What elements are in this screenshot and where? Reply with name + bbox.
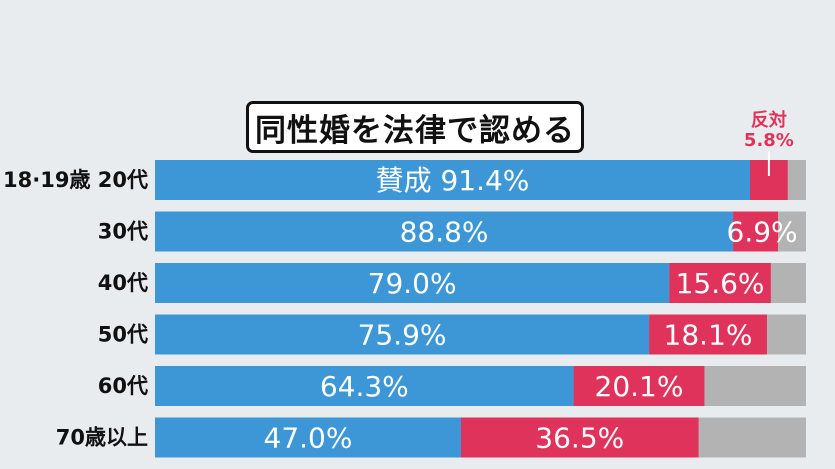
category-label: 60代 [98, 374, 148, 398]
oppose-value-label: 36.5% [535, 422, 624, 455]
category-label: 50代 [98, 323, 148, 347]
bar-support-segment [155, 160, 751, 200]
support-value-label: 88.8% [400, 216, 489, 249]
oppose-value-label: 6.9% [727, 216, 798, 249]
support-value-label: 75.9% [358, 319, 447, 352]
bar-oppose-segment [460, 417, 699, 458]
bar-support-segment [155, 211, 734, 252]
bar-support-segment [155, 417, 461, 458]
oppose-value-label: 15.6% [676, 267, 765, 300]
oppose-value-label: 20.1% [595, 370, 684, 403]
bar-oppose-segment [733, 211, 779, 252]
bar-support-segment [155, 263, 670, 303]
bar-support-segment [155, 366, 574, 406]
chart-title: 同性婚を法律で認める [246, 101, 584, 153]
support-value-label: 賛成 91.4% [376, 164, 530, 197]
category-label: 18·19歳 20代 [3, 168, 148, 192]
category-label: 30代 [98, 220, 148, 244]
support-value-label: 79.0% [368, 267, 457, 300]
bar-oppose-segment [669, 263, 771, 303]
bar-oppose-segment [573, 366, 705, 406]
support-value-label: 64.3% [320, 370, 409, 403]
oppose-value-label: 18.1% [664, 319, 753, 352]
oppose-callout-value: 5.8% [744, 130, 794, 151]
bar-support-segment [155, 314, 650, 355]
bar-oppose-segment [649, 314, 767, 355]
category-label: 40代 [98, 271, 148, 295]
support-value-label: 47.0% [264, 422, 353, 455]
category-label: 70歳以上 [56, 426, 148, 450]
oppose-callout-label: 反対 [751, 109, 787, 131]
